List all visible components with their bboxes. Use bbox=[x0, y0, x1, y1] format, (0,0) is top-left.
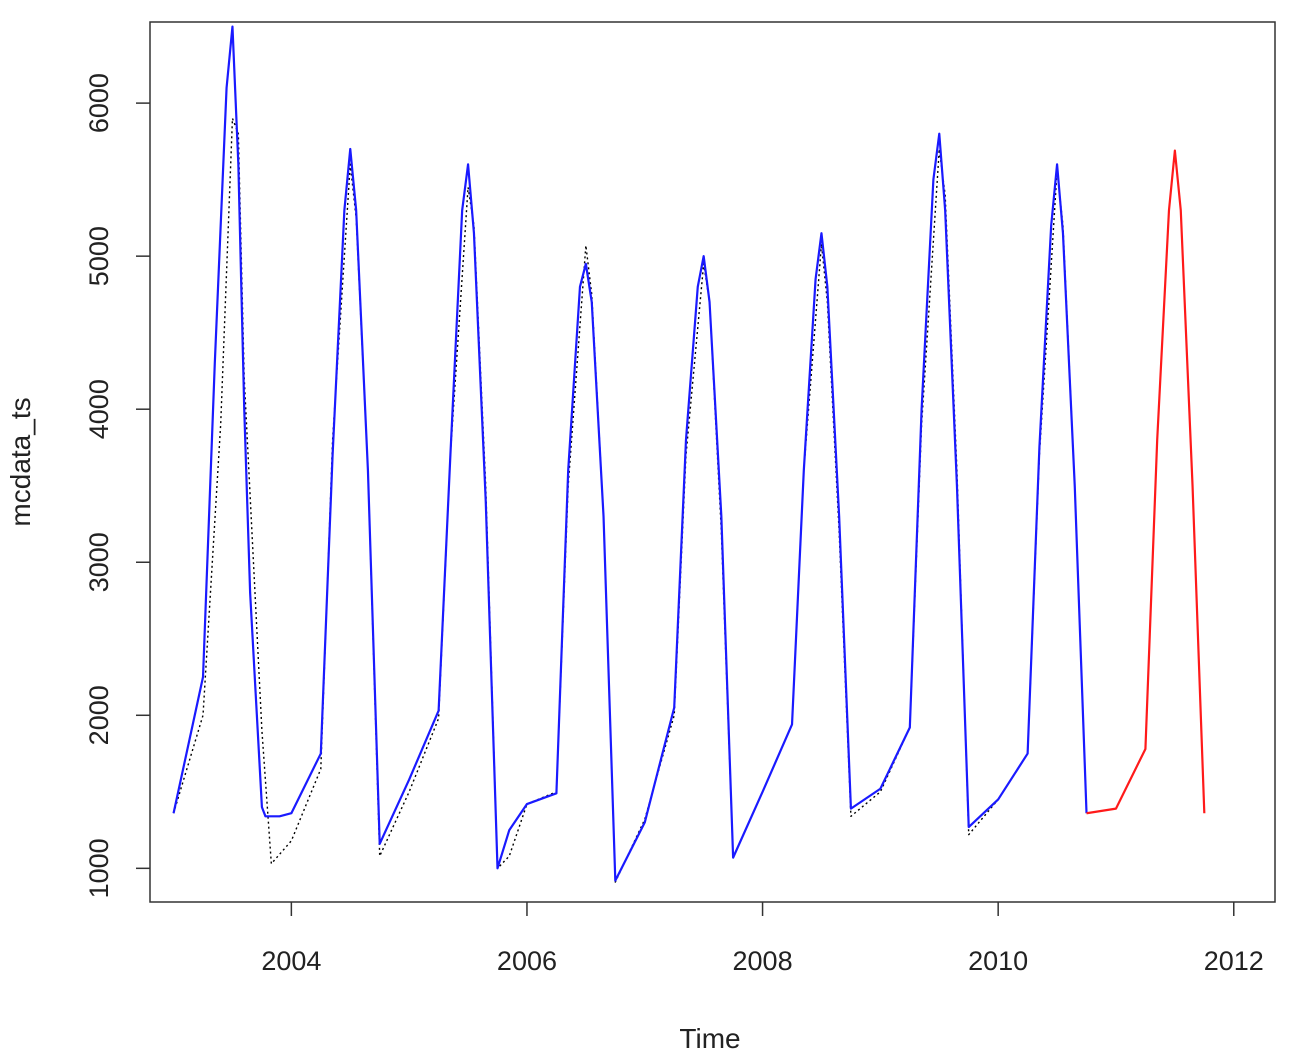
x-tick-label-2010: 2010 bbox=[968, 946, 1028, 976]
plot-frame bbox=[149, 21, 1276, 903]
y-tick-label-2000: 2000 bbox=[84, 685, 114, 745]
y-tick-label-4000: 4000 bbox=[84, 379, 114, 439]
series-line-1-dotted bbox=[172, 117, 1088, 883]
y-tick-label-3000: 3000 bbox=[84, 532, 114, 592]
y-axis-title: mcdata_ts bbox=[5, 397, 36, 526]
series-line-2-solid bbox=[172, 25, 1088, 882]
y-axis: 1000 2000 3000 4000 5000 6000 bbox=[84, 73, 150, 898]
x-axis-title: Time bbox=[679, 1023, 740, 1054]
x-tick-label-2006: 2006 bbox=[497, 946, 557, 976]
series-layer bbox=[172, 25, 1206, 883]
x-tick-label-2008: 2008 bbox=[733, 946, 793, 976]
series-line-3-solid bbox=[1086, 149, 1206, 815]
y-tick-label-5000: 5000 bbox=[84, 226, 114, 286]
y-tick-label-1000: 1000 bbox=[84, 838, 114, 898]
x-axis: 2004 2006 2008 2010 2012 bbox=[261, 902, 1264, 976]
x-tick-label-2012: 2012 bbox=[1204, 946, 1264, 976]
y-tick-label-6000: 6000 bbox=[84, 73, 114, 133]
x-tick-label-2004: 2004 bbox=[261, 946, 321, 976]
